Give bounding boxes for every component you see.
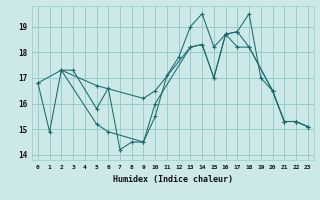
X-axis label: Humidex (Indice chaleur): Humidex (Indice chaleur) bbox=[113, 175, 233, 184]
